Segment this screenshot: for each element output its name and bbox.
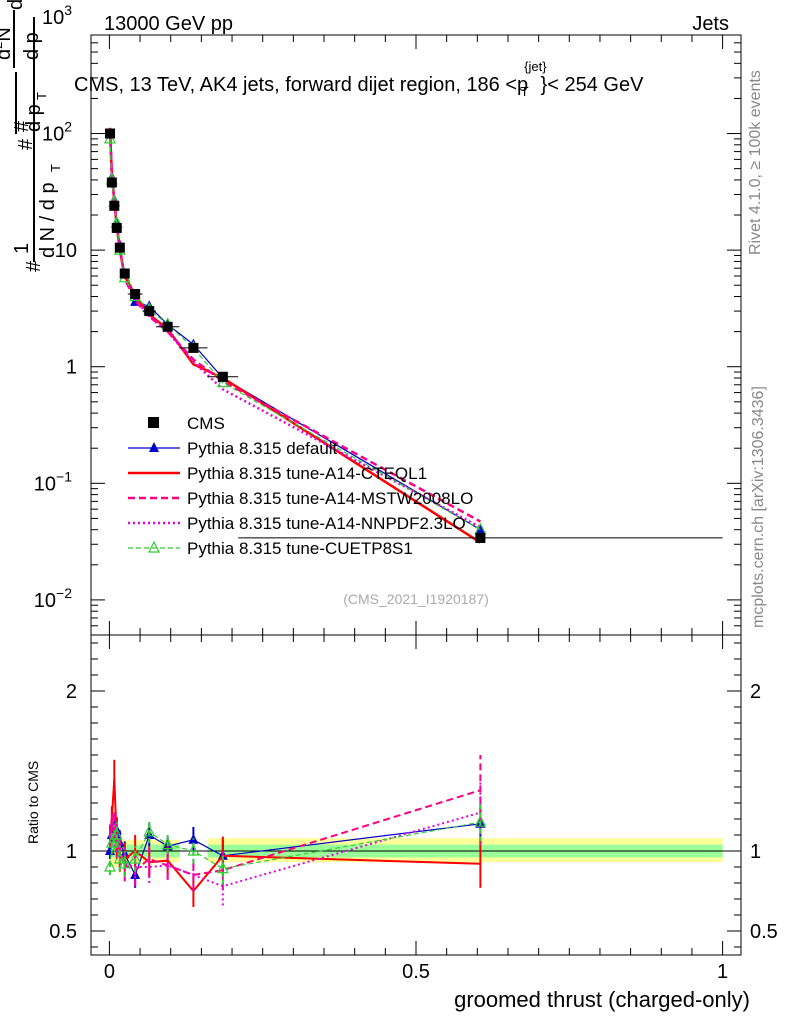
y-label-d2n: d2N bbox=[0, 27, 15, 60]
cms-point bbox=[130, 289, 141, 300]
y-label-dn: d N / d p bbox=[37, 182, 59, 258]
cms-point bbox=[217, 371, 228, 382]
ratio-y-tick-label: 1 bbox=[66, 841, 77, 863]
series-line-cuetp8s1 bbox=[109, 138, 481, 531]
analysis-watermark: (CMS_2021_I1920187) bbox=[343, 591, 489, 607]
y-tick-label: 1 bbox=[66, 357, 77, 379]
cms-point bbox=[111, 222, 122, 233]
legend: CMS Pythia 8.315 default Pythia 8.315 tune… bbox=[128, 414, 473, 558]
ratio-marker-cuetp8s1 bbox=[104, 859, 116, 872]
legend-label: Pythia 8.315 tune-CUETP8S1 bbox=[187, 539, 413, 558]
legend-label: Pythia 8.315 tune-A14-NNPDF2.3LO bbox=[187, 514, 466, 533]
main-axis-ticks bbox=[91, 34, 741, 636]
cms-point bbox=[105, 128, 116, 139]
ratio-marker-cuetp8s1 bbox=[129, 851, 142, 864]
ratio-line-nnpdf bbox=[109, 811, 481, 888]
legend-marker-cms bbox=[148, 417, 159, 428]
cms-point bbox=[475, 532, 486, 543]
ratio-marker-cuetp8s1 bbox=[216, 861, 229, 874]
energy-label: 13000 GeV pp bbox=[104, 13, 233, 35]
ratio-plot-frame bbox=[90, 634, 742, 956]
y-tick-label: 10 bbox=[55, 240, 77, 262]
x-axis-label: groomed thrust (charged-only) bbox=[454, 987, 750, 1012]
cms-point bbox=[109, 200, 120, 211]
ratio-marker-cuetp8s1 bbox=[110, 827, 123, 840]
ratio-marker-cuetp8s1 bbox=[187, 843, 200, 856]
ratio-y-tick-label-right: 0.5 bbox=[750, 921, 778, 943]
ratio-marker-cuetp8s1 bbox=[118, 856, 131, 869]
category-label: Jets bbox=[692, 13, 729, 35]
cms-point bbox=[106, 177, 117, 188]
cms-point bbox=[114, 242, 125, 253]
ratio-axis-ticks bbox=[91, 635, 741, 955]
x-tick-label: 1 bbox=[717, 961, 728, 983]
x-tick-labels: 0 0.5 1 bbox=[104, 961, 728, 983]
y-tick-label: 103 bbox=[42, 2, 72, 29]
main-y-axis-label: # 1 d N / d p T # # d p T d2N d p d λ bbox=[0, 0, 63, 272]
legend-label: Pythia 8.315 tune-A14-MSTW2008LO bbox=[187, 489, 473, 508]
ratio-y-tick-label-right: 1 bbox=[750, 841, 761, 863]
legend-label: Pythia 8.315 tune-A14-CTEQL1 bbox=[187, 464, 427, 483]
y-label-t-1: T bbox=[48, 164, 63, 172]
legend-label: Pythia 8.315 default bbox=[187, 439, 338, 458]
main-y-tick-labels: 10−2 10−1 1 10 102 103 bbox=[34, 2, 77, 612]
series-marker-default bbox=[475, 523, 486, 534]
y-tick-label: 10−2 bbox=[34, 585, 72, 612]
legend-marker-default bbox=[149, 442, 159, 452]
y-label-dlam: d λ bbox=[5, 0, 27, 10]
y-label-dpt: d p bbox=[23, 104, 45, 132]
legend-label: CMS bbox=[187, 414, 225, 433]
cms-point bbox=[188, 342, 199, 353]
y-tick-label: 102 bbox=[42, 119, 72, 146]
ratio-y-tick-label-right: 2 bbox=[750, 681, 761, 703]
cms-point bbox=[119, 268, 130, 279]
x-tick-label: 0 bbox=[104, 961, 115, 983]
y-label-t-2: T bbox=[34, 92, 49, 100]
legend-marker-cuetp8s1 bbox=[148, 540, 160, 553]
ratio-marker-cuetp8s1 bbox=[474, 814, 487, 827]
cms-point bbox=[144, 306, 155, 317]
ratio-series-group bbox=[104, 755, 487, 907]
y-label-dpt-2: d p bbox=[21, 32, 43, 60]
y-label-hash-1: # bbox=[23, 260, 45, 272]
x-tick-label: 0.5 bbox=[402, 961, 430, 983]
plot-title: CMS, 13 TeV, AK4 jets, forward dijet reg… bbox=[74, 59, 644, 99]
y-label-hash-2: # bbox=[15, 138, 37, 150]
ratio-marker-cuetp8s1 bbox=[143, 824, 156, 837]
ratio-marker-cuetp8s1 bbox=[161, 837, 174, 850]
ratio-y-tick-labels: 0.5 0.5 1 1 2 2 bbox=[49, 681, 778, 943]
ratio-y-axis-label: Ratio to CMS bbox=[25, 761, 41, 844]
mcplots-label: mcplots.cern.ch [arXiv:1306.3436] bbox=[750, 386, 767, 628]
rivet-label: Rivet 4.1.0, ≥ 100k events bbox=[747, 70, 764, 255]
ratio-marker-cuetp8s1 bbox=[113, 851, 126, 864]
ratio-y-tick-label: 2 bbox=[66, 681, 77, 703]
y-label-one: 1 bbox=[11, 243, 33, 254]
y-tick-label: 10−1 bbox=[34, 468, 72, 495]
main-series-group bbox=[104, 127, 723, 544]
cms-point bbox=[162, 321, 173, 332]
ratio-line-cteql1 bbox=[109, 778, 481, 893]
ratio-y-tick-label: 0.5 bbox=[49, 921, 77, 943]
